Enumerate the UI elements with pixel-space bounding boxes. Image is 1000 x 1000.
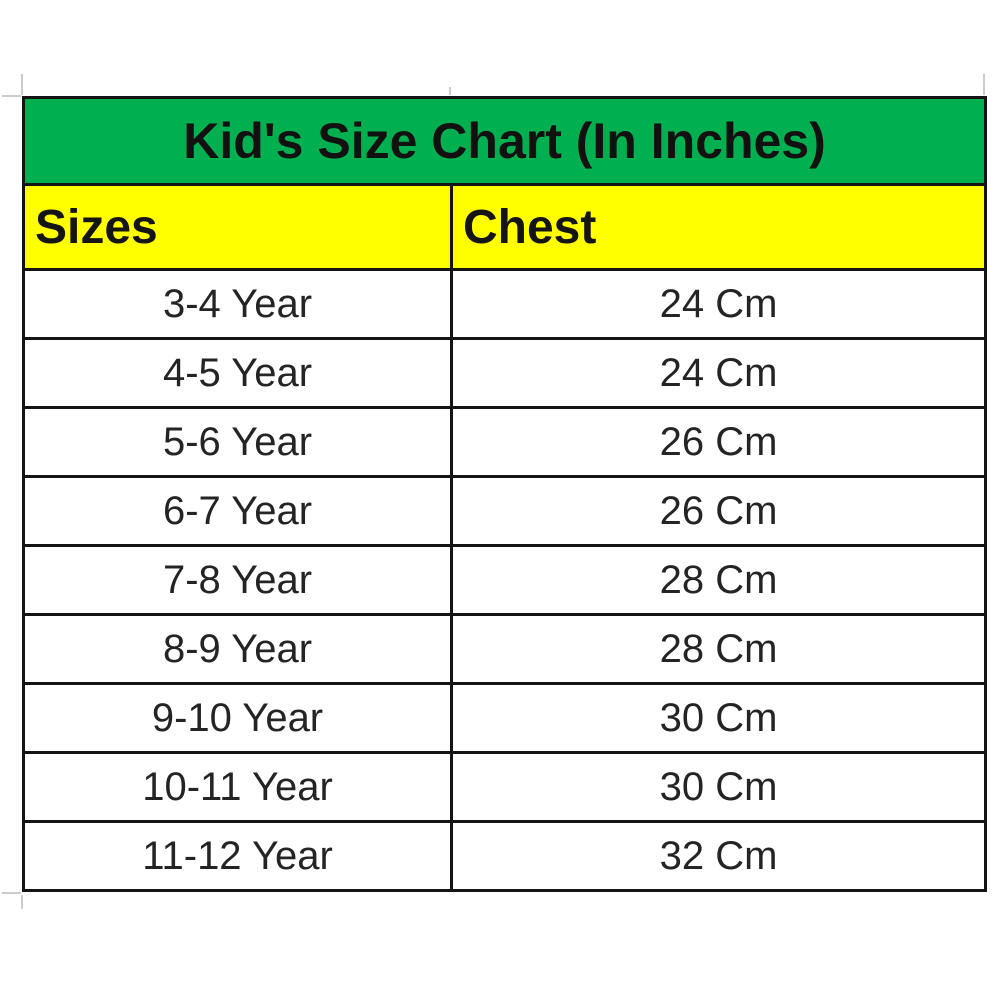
- size-cell: 3-4 Year: [22, 268, 453, 340]
- size-cell: 9-10 Year: [22, 682, 453, 754]
- chest-cell: 32 Cm: [450, 820, 987, 892]
- gridline-tick: [983, 74, 985, 95]
- column-header-sizes: Sizes: [22, 183, 453, 271]
- chest-cell: 26 Cm: [450, 406, 987, 478]
- table-row: 4-5 Year 24 Cm: [22, 337, 987, 409]
- gridline-tick: [2, 892, 21, 894]
- size-cell: 7-8 Year: [22, 544, 453, 616]
- size-cell: 4-5 Year: [22, 337, 453, 409]
- size-cell: 5-6 Year: [22, 406, 453, 478]
- table-row: 8-9 Year 28 Cm: [22, 613, 987, 685]
- chest-cell: 28 Cm: [450, 544, 987, 616]
- table-row: 5-6 Year 26 Cm: [22, 406, 987, 478]
- size-chart-sheet: Kid's Size Chart (In Inches) Sizes Chest…: [22, 96, 987, 892]
- table-title: Kid's Size Chart (In Inches): [22, 96, 987, 186]
- table-row: 6-7 Year 26 Cm: [22, 475, 987, 547]
- chest-cell: 26 Cm: [450, 475, 987, 547]
- title-row: Kid's Size Chart (In Inches): [22, 96, 987, 186]
- size-cell: 8-9 Year: [22, 613, 453, 685]
- column-header-chest: Chest: [450, 183, 987, 271]
- column-header-row: Sizes Chest: [22, 183, 987, 271]
- chest-cell: 30 Cm: [450, 682, 987, 754]
- gridline-tick: [449, 87, 451, 95]
- size-cell: 6-7 Year: [22, 475, 453, 547]
- table-row: 11-12 Year 32 Cm: [22, 820, 987, 892]
- size-cell: 11-12 Year: [22, 820, 453, 892]
- table-row: 9-10 Year 30 Cm: [22, 682, 987, 754]
- gridline-tick: [2, 95, 21, 97]
- gridline-tick: [21, 74, 23, 95]
- chest-cell: 30 Cm: [450, 751, 987, 823]
- chest-cell: 24 Cm: [450, 337, 987, 409]
- chest-cell: 28 Cm: [450, 613, 987, 685]
- chest-cell: 24 Cm: [450, 268, 987, 340]
- table-row: 10-11 Year 30 Cm: [22, 751, 987, 823]
- size-cell: 10-11 Year: [22, 751, 453, 823]
- size-chart-table: Kid's Size Chart (In Inches) Sizes Chest…: [22, 96, 987, 892]
- gridline-tick: [21, 895, 23, 909]
- table-row: 3-4 Year 24 Cm: [22, 268, 987, 340]
- table-row: 7-8 Year 28 Cm: [22, 544, 987, 616]
